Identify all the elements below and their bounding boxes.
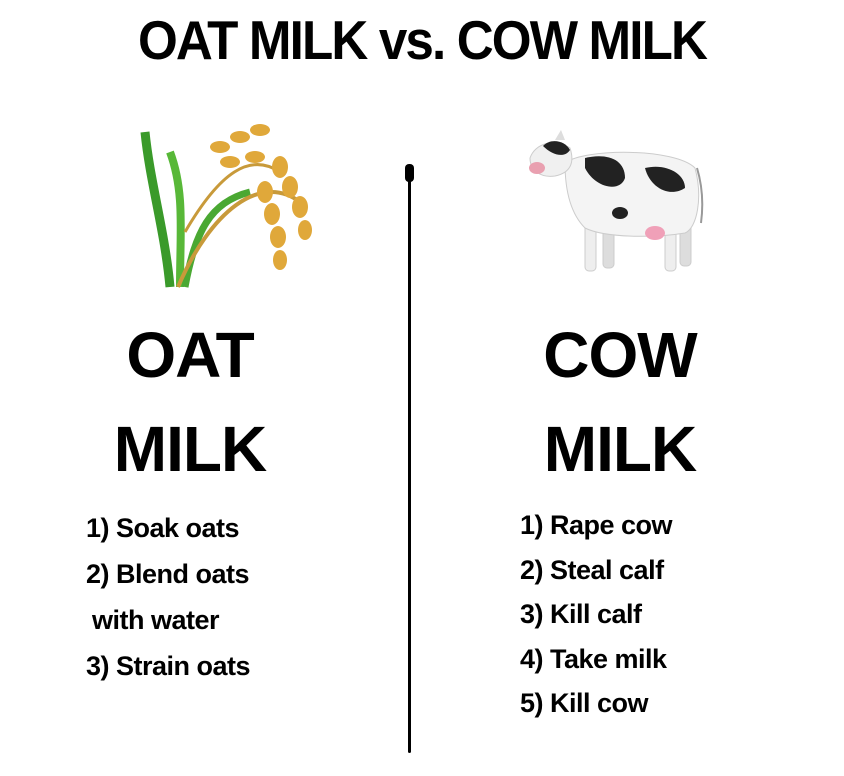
list-item: 5) Kill cow [520, 688, 649, 718]
divider-line [405, 164, 414, 753]
list-item: with water [92, 605, 220, 635]
cow-icon [529, 130, 704, 272]
list-item: 3) Kill calf [520, 599, 642, 629]
list-item: 1) Soak oats [86, 513, 240, 543]
list-item: 1) Rape cow [520, 510, 673, 540]
cow-steps-list: 1) Rape cow 2) Steal calf 3) Kill calf 4… [520, 503, 673, 726]
list-item: 3) Strain oats [86, 651, 251, 681]
cow-heading-line2: MILK [543, 413, 697, 485]
oat-heading-line1: OAT [126, 319, 254, 391]
list-item: 2) Blend oats [86, 559, 250, 589]
list-item: 2) Steal calf [520, 554, 664, 585]
list-item: 4) Take milk [520, 643, 667, 674]
rice-sheaf-icon [140, 124, 312, 288]
page-title: OAT MILK vs. COW MILK [137, 9, 708, 71]
oat-heading-line2: MILK [113, 413, 267, 485]
cow-heading-line1: COW [543, 319, 697, 391]
oat-steps-list: 1) Soak oats 2) Blend oats with water 3)… [86, 505, 251, 689]
